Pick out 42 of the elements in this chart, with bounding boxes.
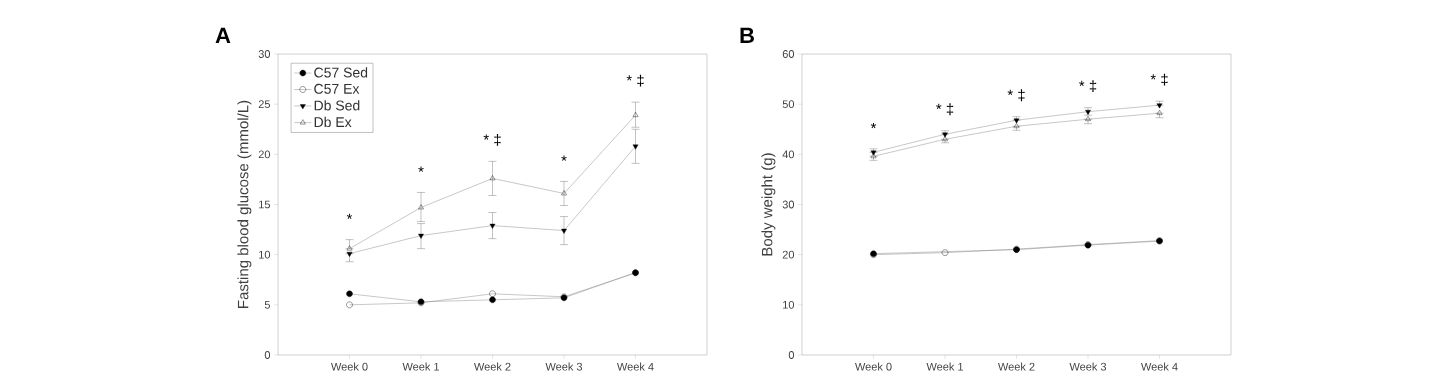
x-tick-label: Week 3 (545, 362, 583, 371)
y-tick-label: 5 (264, 301, 270, 309)
y-tick-label: 0 (264, 351, 271, 359)
x-tick-label: Week 2 (998, 362, 1035, 371)
y-tick-label: 60 (782, 50, 795, 58)
y-axis-title: Body weight (g) (761, 153, 776, 256)
annotation: * ‡ (1007, 89, 1025, 102)
x-tick-label: Week 2 (474, 362, 511, 371)
legend-label: C57 Sed (314, 67, 368, 78)
y-tick-label: 50 (782, 100, 795, 109)
annotation: * (561, 155, 567, 161)
y-axis-title: Fasting blood glucose (mmol/L) (237, 100, 252, 308)
y-tick-label: 30 (782, 200, 795, 209)
chart-title: B (740, 27, 754, 43)
x-tick-label: Week 0 (855, 362, 892, 371)
y-tick-label: 0 (788, 351, 795, 359)
y-tick-label: 40 (782, 150, 795, 159)
y-tick-label: 20 (782, 250, 795, 259)
x-tick-label: Week 1 (926, 362, 964, 371)
x-tick-label: Week 3 (1069, 362, 1107, 371)
annotation: * (418, 166, 424, 172)
y-tick-label: 25 (258, 100, 270, 109)
annotation: * ‡ (1150, 73, 1168, 86)
annotation: * ‡ (1079, 80, 1097, 93)
annotation: * ‡ (626, 74, 644, 87)
x-tick-label: Week 1 (402, 362, 440, 371)
annotation: * (346, 213, 353, 219)
legend-label: C57 Ex (314, 83, 360, 94)
x-tick-label: Week 0 (331, 362, 368, 371)
x-tick-label: Week 4 (617, 362, 654, 371)
annotation: * (870, 122, 877, 129)
chart-title: A (215, 27, 231, 43)
y-tick-label: 20 (258, 150, 271, 159)
y-tick-label: 10 (783, 300, 795, 309)
legend-label: Db Sed (314, 100, 360, 111)
annotation: * ‡ (936, 103, 954, 116)
annotation: * ‡ (483, 133, 501, 146)
y-tick-label: 30 (258, 50, 271, 58)
y-tick-label: 10 (259, 250, 271, 259)
y-tick-label: 15 (259, 200, 270, 209)
legend-label: Db Ex (314, 116, 352, 128)
x-tick-label: Week 4 (1141, 362, 1178, 371)
